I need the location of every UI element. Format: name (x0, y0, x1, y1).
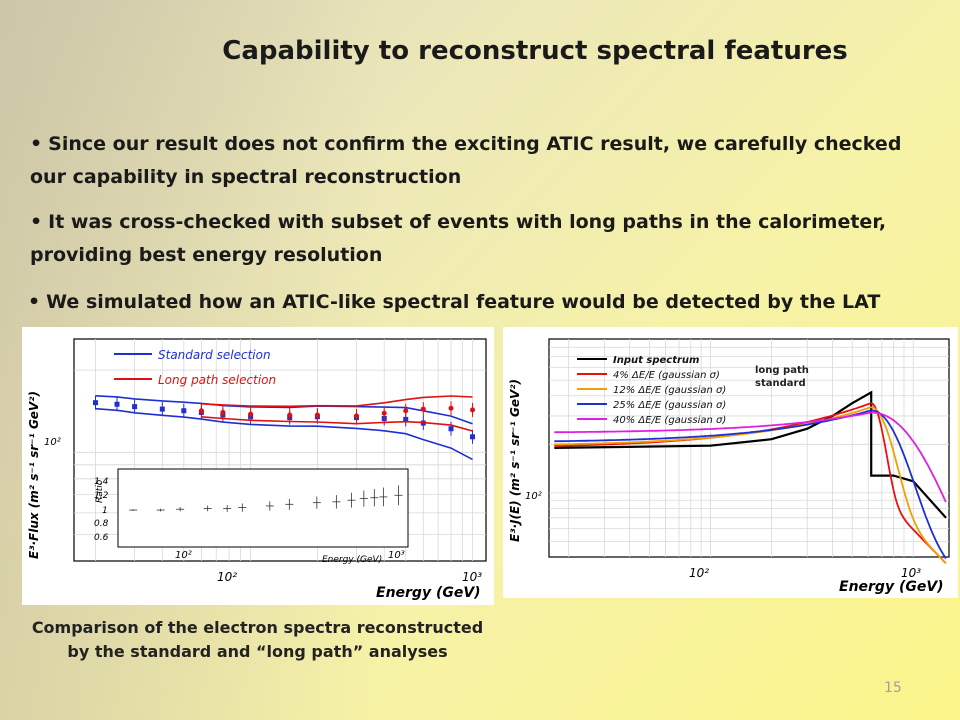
legend-label: 40% ΔE/E (gaussian σ) (613, 415, 726, 426)
data-point-standard (403, 416, 409, 422)
inset-ytick-1.4: 1.4 (94, 477, 109, 487)
data-point-long-path (420, 406, 426, 412)
annotation-long-path: long path (755, 365, 809, 376)
data-point-long-path (220, 409, 226, 415)
data-point-standard (181, 408, 187, 414)
bullet-3: • We simulated how an ATIC-like spectral … (28, 286, 880, 319)
inset-ytick-1.2: 1.2 (94, 491, 109, 501)
legend-label-long-path: Long path selection (158, 373, 276, 387)
right-ytick-1e2: 10² (525, 491, 542, 502)
data-point-standard (448, 426, 454, 432)
data-point-standard (132, 404, 138, 410)
data-point-long-path (314, 412, 320, 418)
bullet-2-line-1: It was cross-checked with subset of even… (48, 211, 887, 233)
right-chart-panel: Input spectrum 4% ΔE/E (gaussian σ) 12% ΔE… (503, 327, 958, 598)
left-xtick-1e2: 10² (217, 570, 237, 584)
inset-frame (117, 468, 409, 548)
bullet-1-line-2: our capability in spectral reconstructio… (30, 166, 462, 188)
bullet-2-line-2: providing best energy resolution (30, 244, 383, 266)
data-point-standard (159, 406, 165, 412)
bullet-1-line-1: Since our result does not confirm the ex… (48, 133, 902, 155)
right-xlabel: Energy (GeV) (839, 579, 944, 595)
inset-xtick-1e2: 10² (175, 550, 192, 561)
band-upper-0 (95, 395, 473, 425)
left-xtick-1e3: 10³ (462, 570, 482, 584)
slide-title: Capability to reconstruct spectral featu… (222, 36, 848, 66)
annotation-standard: standard (755, 378, 806, 389)
legend-label: Input spectrum (613, 355, 699, 366)
band-lower-0 (95, 407, 473, 461)
inset-xtick-1e3: 10³ (388, 550, 405, 561)
data-point-long-path (448, 405, 454, 411)
bullet-2: • It was cross-checked with subset of eve… (30, 206, 886, 272)
band-upper-1 (201, 395, 473, 408)
figure-caption: Comparison of the electron spectra recon… (31, 618, 484, 661)
data-point-standard (470, 434, 476, 440)
inset-marks (129, 485, 403, 512)
inset-ytick-0.6: 0.6 (94, 533, 109, 543)
bullet-3-line-1: We simulated how an ATIC-like spectral f… (46, 291, 881, 313)
right-xtick-1e2: 10² (689, 566, 709, 580)
data-point-long-path (470, 407, 476, 413)
right-xtick-1e3: 10³ (901, 566, 921, 580)
data-point-long-path (198, 408, 204, 414)
right-legend: Input spectrum 4% ΔE/E (gaussian σ) 12% ΔE… (577, 355, 726, 426)
legend-label: 4% ΔE/E (gaussian σ) (613, 370, 720, 381)
page-number: 15 (884, 680, 902, 696)
left-marks (93, 395, 476, 461)
left-ytick-1e2: 10² (44, 437, 61, 448)
series-resolution-4 (554, 411, 947, 503)
data-point-long-path (381, 410, 387, 416)
legend-label: 25% ΔE/E (gaussian σ) (613, 400, 726, 411)
left-xlabel: Energy (GeV) (376, 585, 481, 601)
legend-label-standard: Standard selection (158, 348, 271, 362)
inset-ytick-1: 1 (102, 506, 108, 516)
data-point-long-path (403, 408, 409, 414)
right-chart: Input spectrum 4% ΔE/E (gaussian σ) 12% ΔE… (508, 338, 950, 595)
band-lower-1 (201, 416, 473, 432)
bullet-1: • Since our result does not confirm the e… (30, 128, 901, 194)
data-point-standard (114, 401, 120, 407)
left-ylabel: E³·Flux (m² s⁻¹ sr⁻¹ GeV²) (27, 391, 41, 559)
bullet-dot: • (30, 133, 43, 155)
inset-ytick-0.8: 0.8 (94, 519, 109, 529)
right-ylabel: E³·J(E) (m² s⁻¹ sr⁻¹ GeV²) (508, 379, 522, 542)
series-resolution-2 (554, 406, 947, 564)
right-marks (554, 390, 947, 564)
bullet-dot: • (28, 291, 41, 313)
data-point-standard (93, 400, 99, 406)
inset-xlabel: Energy (GeV) (322, 555, 382, 565)
data-point-long-path (248, 411, 254, 417)
bullet-dot: • (30, 211, 43, 233)
inset-ylabel: Ratio (95, 479, 105, 503)
left-chart-panel: Standard selection Long path selection R… (22, 327, 494, 605)
legend-label: 12% ΔE/E (gaussian σ) (613, 385, 726, 396)
left-chart: Standard selection Long path selection R… (27, 338, 487, 601)
data-point-long-path (287, 412, 293, 418)
data-point-long-path (353, 413, 359, 419)
